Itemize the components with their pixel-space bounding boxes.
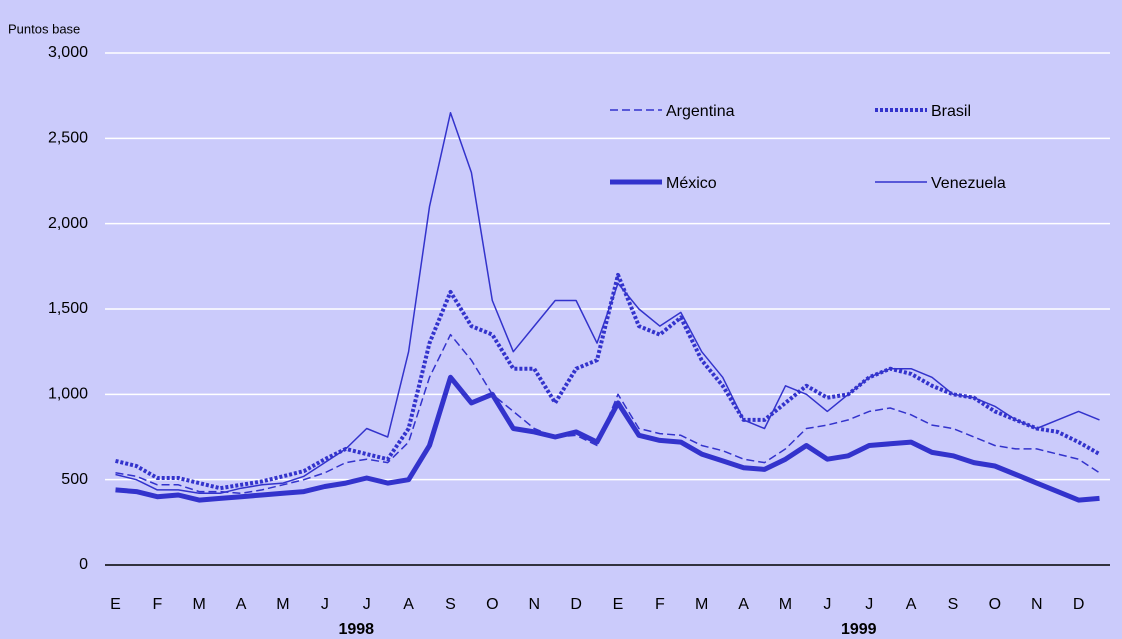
x-tick-label: A [236,596,247,613]
x-tick-label: M [276,596,289,613]
x-tick-label: J [363,596,371,613]
x-tick-label: D [1073,596,1085,613]
x-tick-label: E [613,596,624,613]
y-tick-label: 500 [61,471,88,488]
series-line [115,333,1100,495]
x-tick-label: J [865,596,873,613]
x-tick-label: E [110,596,121,613]
x-tick-label: S [445,596,456,613]
year-label: 1998 [338,621,374,638]
x-tick-label: A [738,596,749,613]
x-tick-label: D [570,596,582,613]
year-label: 1999 [841,621,877,638]
y-tick-label: 1,500 [48,300,88,317]
series-line [115,272,1101,491]
x-tick-label: A [403,596,414,613]
legend-label: Argentina [666,103,735,120]
x-tick-label: N [1031,596,1043,613]
x-tick-label: J [321,596,329,613]
series-line [115,111,1100,495]
x-tick-label: N [528,596,540,613]
y-tick-label: 2,500 [48,130,88,147]
y-tick-label: 0 [79,556,88,573]
y-tick-label: 3,000 [48,44,88,61]
x-tick-label: O [486,596,498,613]
x-tick-label: J [823,596,831,613]
x-tick-label: F [152,596,162,613]
x-tick-label: A [906,596,917,613]
x-tick-label: M [779,596,792,613]
y-tick-label: 1,000 [48,386,88,403]
legend-label: México [666,175,717,192]
x-tick-label: O [989,596,1001,613]
x-tick-label: S [948,596,959,613]
series-line [115,374,1100,503]
x-tick-label: M [695,596,708,613]
y-tick-label: 2,000 [48,215,88,232]
x-tick-label: F [655,596,665,613]
y-axis-label: Puntos base [8,21,80,36]
legend-label: Brasil [931,103,971,120]
x-tick-label: M [193,596,206,613]
legend-label: Venezuela [931,175,1006,192]
